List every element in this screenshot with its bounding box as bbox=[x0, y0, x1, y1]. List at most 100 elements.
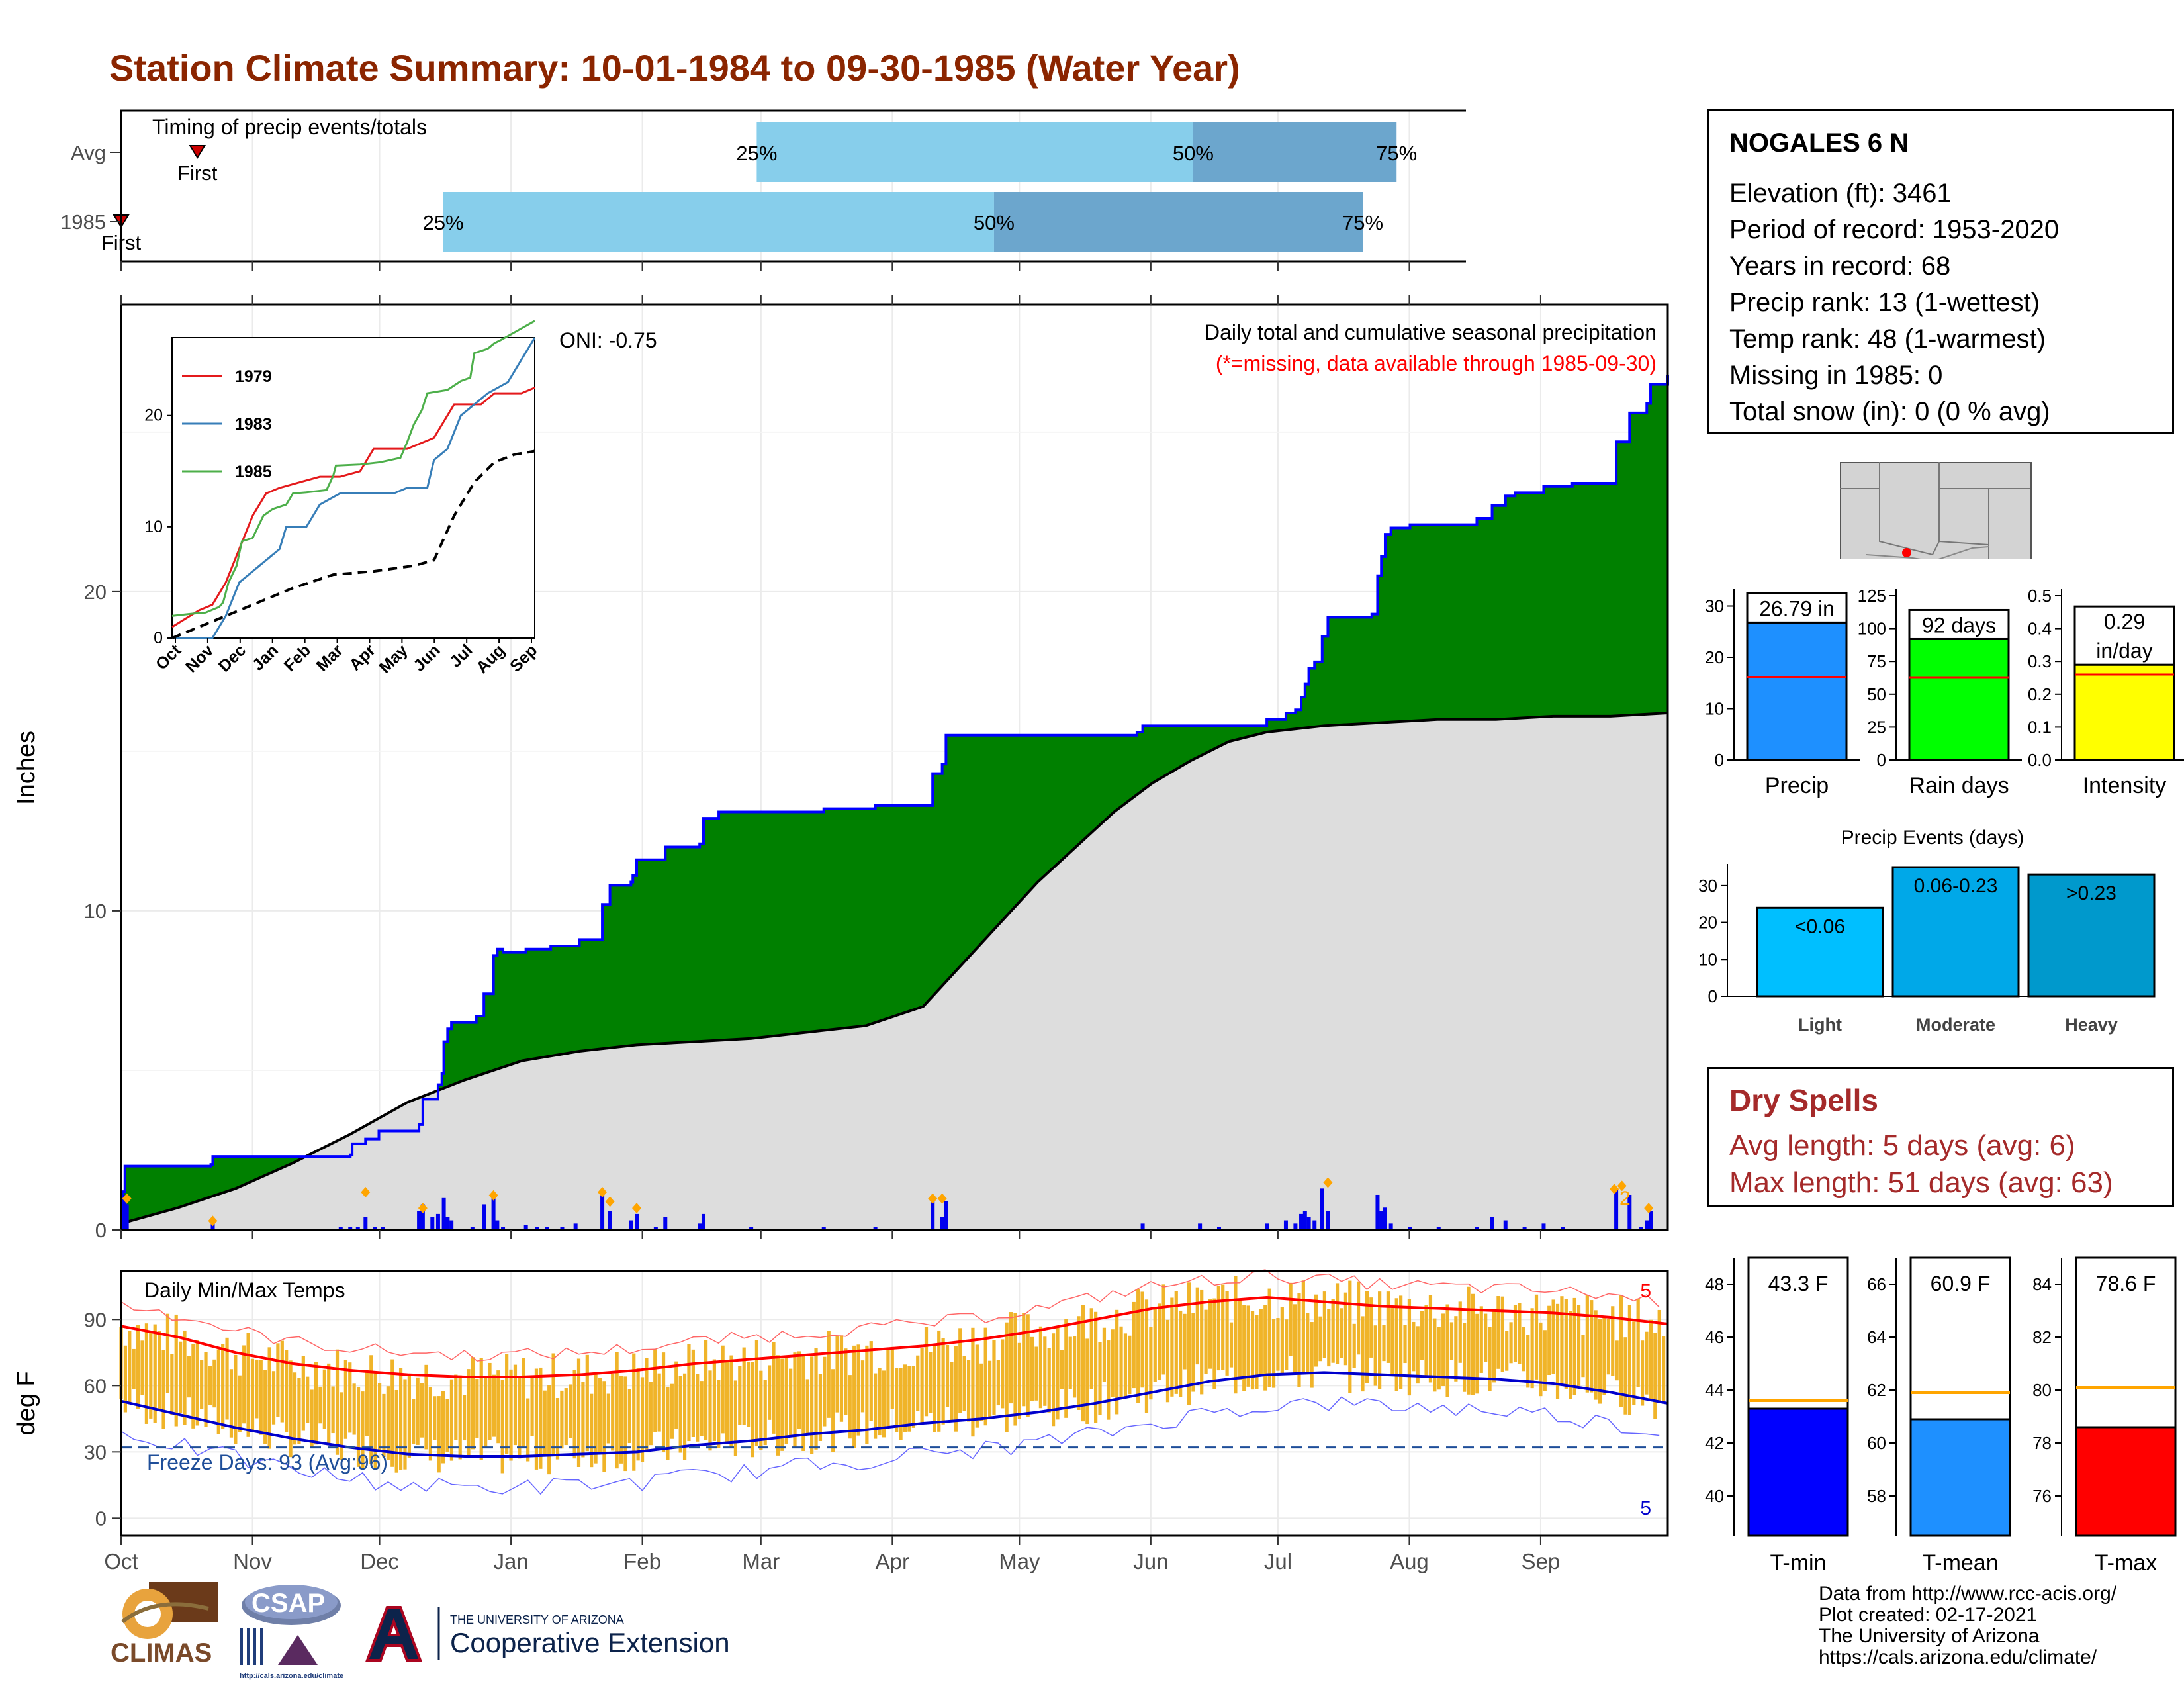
daily-precip-bar bbox=[749, 1227, 754, 1230]
daily-temp-bar bbox=[1208, 1299, 1212, 1369]
daily-record-marker bbox=[632, 1203, 641, 1214]
daily-temp-bar bbox=[1204, 1309, 1208, 1374]
daily-temp-bar bbox=[1475, 1313, 1479, 1394]
daily-temp-bar bbox=[263, 1370, 267, 1444]
temp-bar-ytick-label: 40 bbox=[1705, 1486, 1724, 1506]
daily-temp-bar bbox=[488, 1362, 492, 1440]
daily-temp-bar bbox=[1005, 1322, 1009, 1432]
daily-temp-bar bbox=[882, 1370, 886, 1438]
daily-temp-bar bbox=[1509, 1322, 1513, 1364]
daily-temp-bar bbox=[560, 1390, 564, 1449]
daily-temp-bar bbox=[929, 1352, 933, 1413]
daily-temp-bar bbox=[1234, 1276, 1238, 1394]
temp-bar-ytick-label: 84 bbox=[2032, 1274, 2052, 1294]
daily-temp-bar bbox=[594, 1374, 598, 1464]
daily-temp-bar bbox=[598, 1378, 602, 1453]
daily-temp-bar bbox=[1263, 1305, 1267, 1391]
temp-bar-category-label: T-min bbox=[1770, 1550, 1827, 1575]
daily-temp-bar bbox=[1144, 1299, 1149, 1413]
side-bar-value bbox=[2073, 663, 2175, 761]
daily-temp-bar bbox=[195, 1340, 199, 1426]
temp-ytick-label: 60 bbox=[84, 1374, 107, 1397]
daily-temp-bar bbox=[234, 1354, 238, 1444]
daily-temp-bar bbox=[1225, 1291, 1229, 1376]
daily-temp-bar bbox=[1437, 1327, 1441, 1390]
daily-temp-bar bbox=[1310, 1322, 1314, 1388]
timing-quantile-label: 75% bbox=[1342, 211, 1383, 234]
daily-temp-bar bbox=[1017, 1342, 1021, 1419]
daily-temp-bar bbox=[1187, 1282, 1191, 1405]
side-bar-ytick-label: 0.3 bbox=[2028, 651, 2052, 671]
daily-temp-bar bbox=[1170, 1297, 1174, 1397]
daily-temp-bar bbox=[471, 1357, 475, 1450]
daily-temp-bar bbox=[1412, 1321, 1416, 1372]
precip-frame bbox=[120, 303, 1669, 1231]
daily-temp-bar bbox=[759, 1370, 763, 1450]
side-bar-ytick-label: 25 bbox=[1867, 717, 1886, 737]
daily-temp-bar bbox=[441, 1391, 445, 1464]
side-bar-ytick-label: 0.0 bbox=[2028, 750, 2052, 770]
daily-temp-bar bbox=[140, 1340, 144, 1395]
daily-temp-bar bbox=[340, 1392, 343, 1460]
daily-temp-bar bbox=[933, 1346, 936, 1432]
side-bar-ytick-label: 125 bbox=[1858, 586, 1886, 606]
side-bar-value bbox=[1746, 621, 1848, 761]
daily-temp-bar bbox=[1340, 1308, 1343, 1358]
daily-temp-bar bbox=[1271, 1319, 1276, 1388]
daily-temp-bar bbox=[433, 1396, 437, 1440]
daily-temp-bar bbox=[1238, 1301, 1242, 1380]
daily-temp-bar bbox=[123, 1345, 128, 1413]
inset-series-line bbox=[171, 320, 535, 617]
side-bar-ytick-label: 0.2 bbox=[2028, 684, 2052, 704]
daily-temp-bar bbox=[1043, 1336, 1047, 1406]
daily-temp-bar bbox=[619, 1376, 623, 1464]
normal-precip-area bbox=[121, 713, 1668, 1230]
station-period: Period of record: 1953-2020 bbox=[1729, 215, 2060, 244]
daily-precip-bar bbox=[1639, 1227, 1643, 1230]
inset-series-line bbox=[171, 387, 535, 628]
precip-missing-note: (*=missing, data available through 1985-… bbox=[1216, 352, 1657, 375]
temp-month-label: Aug bbox=[1390, 1549, 1429, 1573]
daily-precip-bar bbox=[1645, 1220, 1649, 1230]
daily-temp-bar bbox=[534, 1368, 539, 1470]
daily-temp-bar bbox=[132, 1348, 136, 1389]
daily-temp-bar bbox=[1153, 1307, 1157, 1382]
daily-precip-bar bbox=[1436, 1227, 1441, 1230]
daily-temp-bar bbox=[183, 1330, 187, 1425]
daily-precip-bar bbox=[501, 1227, 506, 1230]
daily-temp-bar bbox=[255, 1359, 259, 1419]
daily-temp-bar bbox=[653, 1349, 657, 1432]
daily-temp-bar bbox=[585, 1354, 589, 1452]
temp-bar-value-label: 43.3 F bbox=[1768, 1272, 1829, 1295]
daily-temp-bar bbox=[606, 1393, 610, 1444]
record-low-line bbox=[120, 1396, 1660, 1495]
daily-precip-bar bbox=[1490, 1217, 1494, 1230]
events-ytick-label: 0 bbox=[1708, 986, 1717, 1006]
daily-record-marker bbox=[418, 1203, 428, 1214]
precip-timing-chart: 25%50%75%FirstLastAvg25%50%75%FirstLast1… bbox=[60, 109, 1466, 271]
daily-temp-bar bbox=[950, 1362, 954, 1421]
record-high-line bbox=[120, 1269, 1660, 1362]
daily-temp-bar bbox=[327, 1363, 331, 1446]
timing-title: Timing of precip events/totals bbox=[152, 115, 427, 139]
daily-precip-bar bbox=[1475, 1227, 1479, 1230]
daily-temp-bar bbox=[721, 1345, 725, 1434]
daily-temp-bar bbox=[373, 1372, 377, 1468]
daily-temp-bar bbox=[505, 1354, 509, 1454]
daily-temp-bar bbox=[742, 1347, 746, 1425]
daily-record-marker bbox=[122, 1193, 132, 1204]
daily-temp-bar bbox=[1357, 1281, 1361, 1355]
daily-temp-bar bbox=[945, 1344, 950, 1407]
daily-temp-bar bbox=[318, 1386, 322, 1424]
daily-temp-bar bbox=[1653, 1333, 1657, 1419]
daily-temp-bar bbox=[1492, 1310, 1496, 1383]
daily-temp-bar bbox=[1165, 1319, 1170, 1403]
daily-temp-bar bbox=[860, 1360, 865, 1413]
daily-temp-bar bbox=[1098, 1342, 1102, 1415]
daily-temp-bar bbox=[1285, 1319, 1289, 1370]
daily-temp-bar bbox=[661, 1352, 666, 1452]
daily-precip-bar bbox=[635, 1213, 639, 1230]
daily-temp-bar bbox=[1581, 1335, 1585, 1378]
daily-precip-bar bbox=[944, 1201, 948, 1230]
first-event-label: First bbox=[177, 162, 218, 185]
